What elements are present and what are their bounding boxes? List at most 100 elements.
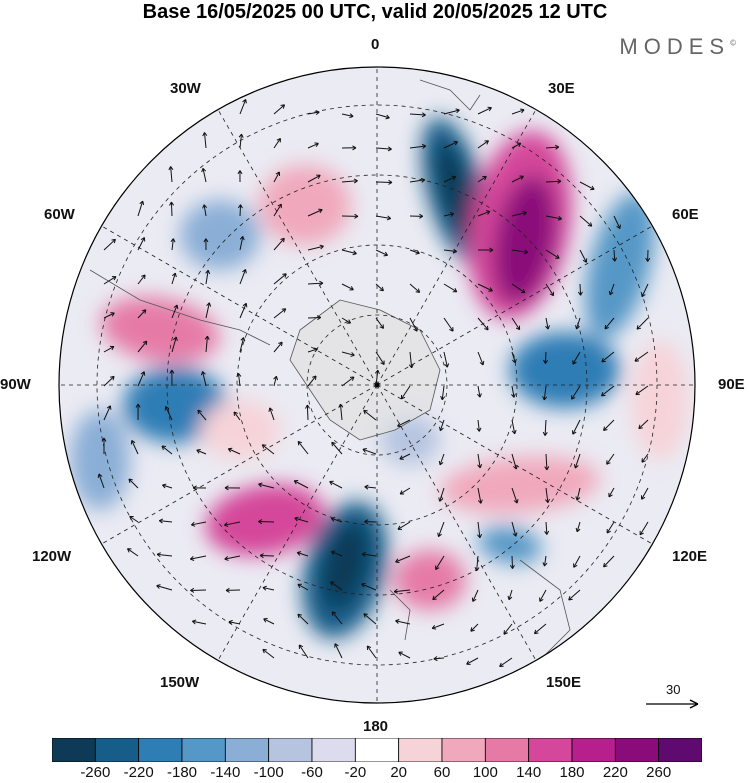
wind-vector-head <box>350 352 355 357</box>
wind-vector-head <box>192 619 197 625</box>
wind-vector-head <box>539 597 544 602</box>
colorbar-swatch <box>52 738 96 762</box>
wind-vector-head <box>237 170 243 175</box>
wind-vector <box>511 109 525 115</box>
map-border <box>58 66 696 704</box>
wind-vector-head <box>139 200 145 206</box>
wind-vector <box>397 521 411 530</box>
wind-vector-head <box>451 175 457 181</box>
wind-vector-head <box>110 375 115 381</box>
wind-vector <box>539 589 547 602</box>
south-pole-marker <box>374 382 380 388</box>
wind-vector-head <box>236 373 242 378</box>
lon-label-120e: 120E <box>672 548 708 565</box>
wind-vector <box>511 453 517 470</box>
wind-vector-head <box>455 108 460 114</box>
anomaly-blob <box>478 526 542 564</box>
wind-vector-head <box>470 627 475 632</box>
wind-vector-head <box>555 254 560 259</box>
meridian-line <box>101 384 378 545</box>
wind-vector <box>545 521 548 535</box>
wind-vector-head <box>485 210 491 215</box>
wind-vector-head <box>431 624 437 630</box>
wind-vector <box>293 480 309 489</box>
wind-vector-head <box>572 430 577 435</box>
wind-vector-head <box>571 395 576 400</box>
anomaly-blob <box>180 200 260 270</box>
wind-vector-head <box>330 550 336 556</box>
wind-vector-head <box>329 480 334 486</box>
lon-label-180: 180 <box>363 718 389 735</box>
colorbar <box>52 738 702 762</box>
wind-vector <box>511 419 516 434</box>
colorbar-swatch <box>528 738 573 762</box>
wind-vector <box>400 385 411 400</box>
wind-vector <box>574 453 581 469</box>
wind-vector <box>171 304 178 319</box>
latitude-circle <box>236 244 518 526</box>
africa-coast <box>419 79 481 111</box>
wind-vector-head <box>421 112 426 118</box>
wind-vector <box>375 317 384 329</box>
wind-vector-head <box>395 558 400 564</box>
wind-vector-head <box>639 530 644 536</box>
wind-vector-head <box>364 484 369 490</box>
wind-vector-head <box>362 448 367 453</box>
wind-vector-head <box>379 286 384 292</box>
wind-vector <box>341 283 354 291</box>
wind-vector-head <box>374 369 380 374</box>
wind-vector <box>635 385 649 395</box>
wind-vector-head <box>520 288 526 294</box>
wind-vector <box>341 376 355 387</box>
wind-vector-head <box>606 460 611 465</box>
wind-vector-head <box>197 409 202 415</box>
wind-vector-head <box>640 495 646 500</box>
wind-vector <box>477 107 492 115</box>
wind-vector <box>476 555 479 571</box>
wind-vector-head <box>162 483 167 489</box>
anomaly-blob <box>510 332 620 408</box>
wind-vector <box>545 317 549 330</box>
wind-vector <box>239 204 242 217</box>
wind-vector-head <box>297 613 302 619</box>
wind-vector <box>606 521 615 534</box>
modes-logo: MODES© <box>619 34 736 60</box>
wind-vector-head <box>353 178 358 184</box>
wind-vector-head <box>477 464 483 469</box>
wind-vector <box>441 385 445 400</box>
wind-vector-head <box>268 407 274 412</box>
wind-vector-head <box>479 360 485 366</box>
wind-vector <box>334 643 343 659</box>
wind-vector <box>197 409 207 421</box>
wind-vector-head <box>476 393 482 398</box>
wind-vector-head <box>280 237 285 243</box>
wind-vector-head <box>282 273 287 278</box>
wind-vector-head <box>361 551 366 557</box>
meridian-line <box>376 384 653 545</box>
wind-vector-head <box>204 335 210 340</box>
colorbar-tick-label: -260 <box>80 764 111 781</box>
wind-vector <box>341 317 351 324</box>
wind-vector <box>545 215 562 220</box>
colorbar-tick-label: 260 <box>646 764 672 781</box>
lon-label-120w: 120W <box>32 548 72 565</box>
wind-vector <box>634 351 649 362</box>
wind-vector-head <box>452 248 458 254</box>
wind-vector-head <box>474 566 480 572</box>
graticule <box>59 67 695 703</box>
wind-vector <box>409 317 418 332</box>
wind-vector-head <box>161 445 167 450</box>
wind-vector <box>641 283 649 297</box>
wind-vector <box>224 555 241 560</box>
wind-vector-head <box>542 396 548 401</box>
wind-vector-head <box>438 426 444 432</box>
wind-vector <box>137 274 146 285</box>
wind-vector <box>239 337 245 353</box>
wind-vector <box>361 553 377 557</box>
wind-vector <box>443 176 456 183</box>
latitude-circle <box>166 174 588 596</box>
wind-vector-head <box>489 247 494 253</box>
wind-vector <box>239 236 244 251</box>
wind-vector <box>297 613 309 625</box>
wind-vector-head <box>169 369 175 374</box>
